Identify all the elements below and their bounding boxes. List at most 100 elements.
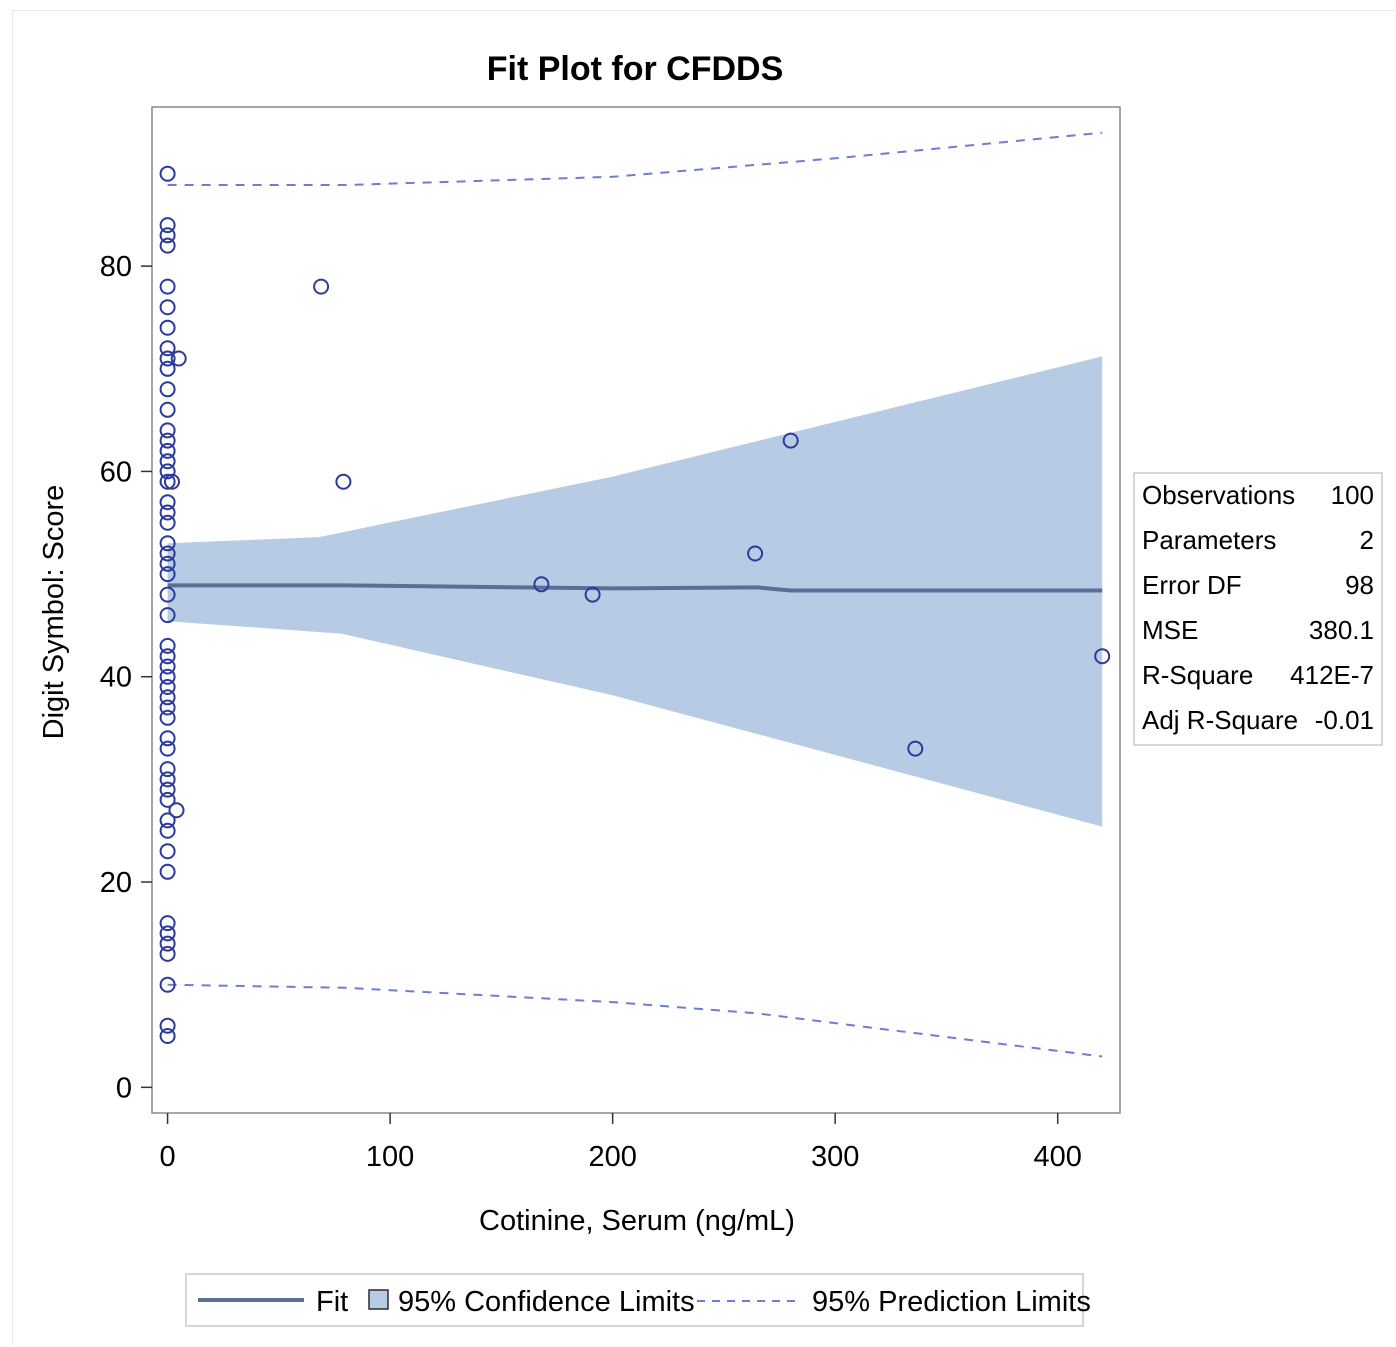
plot-content bbox=[159, 131, 1111, 1058]
observation-marker bbox=[159, 165, 176, 182]
observation-marker bbox=[159, 822, 176, 839]
observation-marker bbox=[159, 976, 176, 993]
observation-marker bbox=[159, 473, 176, 490]
observation-marker bbox=[159, 1017, 176, 1034]
observation-marker bbox=[907, 740, 924, 757]
figure-frame bbox=[12, 10, 1394, 1345]
observation-marker bbox=[159, 360, 176, 377]
stats-row-value: -0.01 bbox=[1315, 705, 1374, 735]
fit-statistics-table: Observations 100 Parameters 2 Error DF 98 MSE 3… bbox=[1133, 472, 1383, 746]
observation-marker bbox=[159, 607, 176, 624]
stats-row-label: R-Square bbox=[1142, 660, 1253, 690]
observation-marker bbox=[159, 925, 176, 942]
observation-marker bbox=[159, 504, 176, 521]
observation-marker bbox=[159, 535, 176, 552]
observation-marker bbox=[159, 381, 176, 398]
observation-marker bbox=[159, 689, 176, 706]
stats-row-value: 100 bbox=[1331, 480, 1374, 510]
observation-marker bbox=[159, 791, 176, 808]
observation-marker bbox=[159, 494, 176, 511]
chart-title: Fit Plot for CFDDS bbox=[487, 50, 784, 88]
observation-marker bbox=[159, 658, 176, 675]
observation-marker bbox=[159, 340, 176, 357]
observation-marker bbox=[159, 432, 176, 449]
observation-marker bbox=[159, 740, 176, 757]
observation-marker bbox=[159, 514, 176, 531]
observation-marker bbox=[164, 473, 180, 490]
x-tick-label: 200 bbox=[588, 1141, 636, 1173]
observation-marker bbox=[159, 217, 176, 234]
observation-marker bbox=[159, 945, 176, 962]
stats-row-label: Adj R-Square bbox=[1142, 705, 1298, 735]
observation-marker bbox=[159, 278, 176, 295]
observation-marker bbox=[159, 586, 176, 603]
observation-marker bbox=[159, 709, 176, 726]
x-tick-label: 0 bbox=[160, 1141, 176, 1173]
y-tick-label: 80 bbox=[100, 251, 132, 283]
observation-marker bbox=[159, 935, 176, 952]
observation-marker bbox=[747, 545, 764, 562]
x-tick-label: 400 bbox=[1033, 1141, 1081, 1173]
observation-marker bbox=[159, 863, 176, 880]
observation-marker bbox=[159, 843, 176, 860]
stats-row-value: 2 bbox=[1360, 525, 1374, 555]
y-tick-label: 20 bbox=[100, 867, 132, 899]
y-tick-label: 60 bbox=[100, 456, 132, 488]
observation-marker bbox=[159, 463, 176, 480]
observation-marker bbox=[159, 453, 176, 470]
x-axis-ticks: 0 100 200 300 400 bbox=[160, 1113, 1082, 1173]
observation-marker bbox=[159, 299, 176, 316]
confidence-band bbox=[167, 356, 1103, 827]
x-tick-label: 300 bbox=[811, 1141, 859, 1173]
stats-row-value: 412E-7 bbox=[1290, 660, 1374, 690]
observation-marker bbox=[584, 586, 601, 603]
observation-marker bbox=[159, 237, 176, 254]
observation-marker bbox=[159, 668, 176, 685]
y-axis-label: Digit Symbol: Score bbox=[38, 485, 70, 740]
legend: Fit 95% Confidence Limits 95% Prediction… bbox=[185, 1273, 1091, 1327]
observation-marker bbox=[159, 545, 176, 562]
y-tick-label: 0 bbox=[116, 1072, 132, 1104]
observation-marker bbox=[159, 442, 176, 459]
observation-marker bbox=[1094, 648, 1111, 665]
y-axis-ticks: 0 20 40 60 80 bbox=[100, 251, 152, 1104]
x-axis-label: Cotinine, Serum (ng/mL) bbox=[479, 1205, 795, 1237]
observation-marker bbox=[168, 802, 185, 819]
observation-marker bbox=[335, 473, 352, 490]
confidence-band-layer bbox=[167, 356, 1103, 827]
observation-marker bbox=[170, 350, 187, 367]
observation-marker bbox=[159, 761, 176, 778]
observation-marker bbox=[159, 227, 176, 244]
stats-table-frame bbox=[1133, 472, 1383, 746]
observation-markers bbox=[159, 165, 1111, 1044]
legend-prediction-label: 95% Prediction Limits bbox=[812, 1286, 1091, 1318]
fit-line bbox=[167, 583, 1103, 593]
observation-marker bbox=[159, 1028, 176, 1044]
prediction-limit-upper bbox=[167, 131, 1103, 186]
observation-marker bbox=[159, 679, 176, 695]
observation-marker bbox=[159, 648, 176, 665]
x-tick-label: 100 bbox=[366, 1141, 414, 1173]
legend-confidence-label: 95% Confidence Limits bbox=[398, 1286, 695, 1318]
prediction-limit-layer bbox=[167, 131, 1103, 1058]
legend-confidence-swatch bbox=[368, 1289, 389, 1310]
observation-marker bbox=[159, 781, 176, 798]
observation-marker bbox=[159, 555, 176, 572]
legend-frame bbox=[185, 1273, 1084, 1327]
observation-marker bbox=[159, 730, 176, 747]
fit-line-layer bbox=[167, 583, 1103, 593]
observation-marker bbox=[159, 771, 176, 788]
stats-row-value: 380.1 bbox=[1309, 615, 1374, 645]
prediction-limit-lower bbox=[167, 983, 1103, 1058]
stats-row-label: Observations bbox=[1142, 480, 1295, 510]
stats-row-label: Parameters bbox=[1142, 525, 1276, 555]
observation-marker bbox=[159, 566, 176, 583]
plot-area-frame bbox=[151, 106, 1121, 1114]
stats-row-label: Error DF bbox=[1142, 570, 1242, 600]
legend-fit-label: Fit bbox=[316, 1286, 348, 1318]
observation-marker bbox=[159, 699, 176, 716]
observation-marker bbox=[313, 278, 330, 295]
stats-row-value: 98 bbox=[1345, 570, 1374, 600]
observation-marker bbox=[159, 422, 176, 439]
